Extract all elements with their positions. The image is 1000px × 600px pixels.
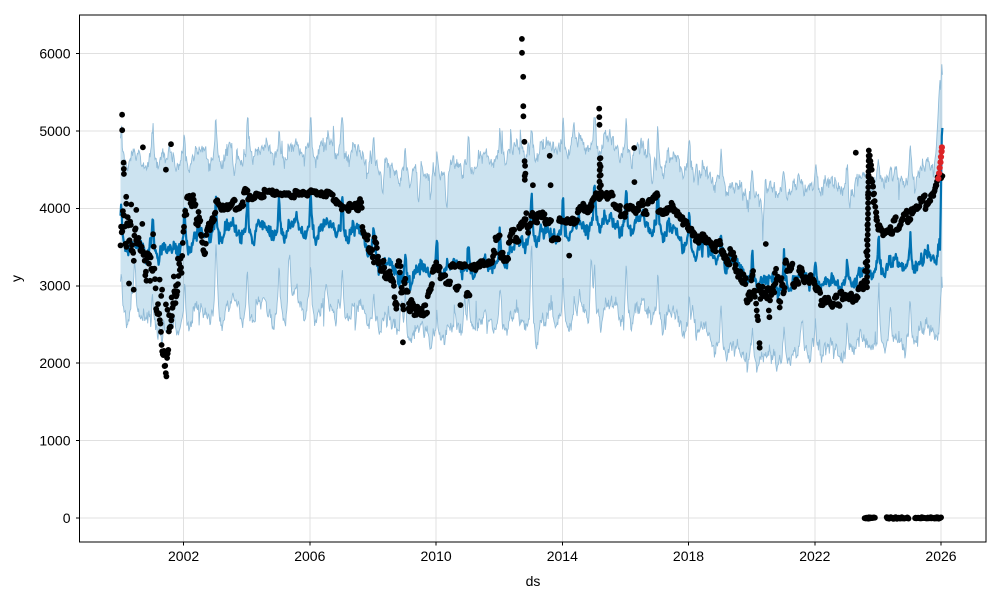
svg-text:2002: 2002: [168, 548, 199, 564]
svg-text:1000: 1000: [39, 432, 70, 448]
svg-text:2022: 2022: [799, 548, 830, 564]
svg-text:0: 0: [63, 510, 71, 526]
svg-text:2000: 2000: [39, 355, 70, 371]
svg-text:3000: 3000: [39, 278, 70, 294]
svg-text:y: y: [8, 275, 24, 282]
svg-text:6000: 6000: [39, 45, 70, 61]
svg-text:5000: 5000: [39, 123, 70, 139]
svg-text:2010: 2010: [421, 548, 452, 564]
svg-text:ds: ds: [526, 573, 541, 589]
svg-text:4000: 4000: [39, 200, 70, 216]
svg-text:2026: 2026: [925, 548, 956, 564]
svg-text:2006: 2006: [294, 548, 325, 564]
svg-text:2018: 2018: [673, 548, 704, 564]
svg-text:2014: 2014: [547, 548, 578, 564]
